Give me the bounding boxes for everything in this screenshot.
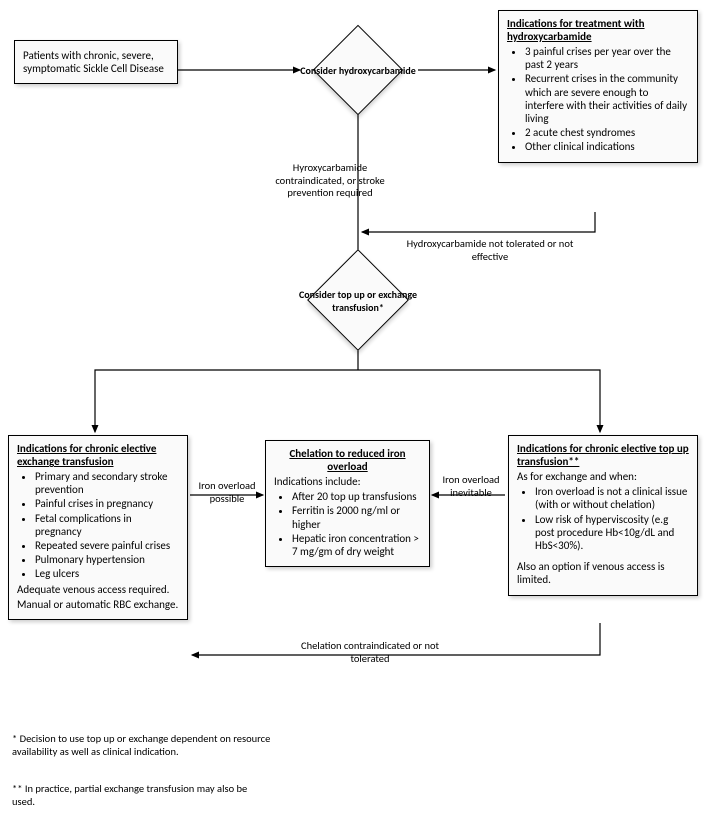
list-item: Hepatic iron concentration > 7 mg/gm of …: [292, 532, 421, 558]
topup-list: Iron overload is not a clinical issue (w…: [517, 485, 689, 552]
footnote-2: ** In practice, partial exchange transfu…: [12, 782, 272, 808]
edge-label-contraind: Hyroxycarbamide contraindicated, or stro…: [260, 162, 400, 200]
node-topup: Indications for chronic elective top up …: [508, 435, 698, 596]
node-indications-hc: Indications for treatment with hydroxyca…: [498, 10, 698, 163]
list-item: Other clinical indications: [525, 140, 689, 153]
list-item: Primary and secondary stroke prevention: [35, 470, 179, 496]
node-start: Patients with chronic, severe, symptomat…: [14, 40, 178, 84]
list-item: Iron overload is not a clinical issue (w…: [535, 485, 689, 511]
exchange-title: Indications for chronic elective exchang…: [17, 442, 179, 468]
list-item: After 20 top up transfusions: [292, 490, 421, 503]
edge-label-not-tol: Hydroxycarbamide not tolerated or not ef…: [400, 238, 580, 263]
list-item: Repeated severe painful crises: [35, 539, 179, 552]
exchange-list: Primary and secondary stroke prevention …: [17, 470, 179, 581]
topup-title: Indications for chronic elective top up …: [517, 442, 689, 468]
list-item: Low risk of hyperviscosity (e.g post pro…: [535, 513, 689, 553]
list-item: Ferritin is 2000 ng/ml or higher: [292, 504, 421, 530]
exchange-foot2: Manual or automatic RBC exchange.: [17, 598, 179, 611]
topup-foot: Also an option if venous access is limit…: [517, 560, 689, 586]
chelation-list: After 20 top up transfusions Ferritin is…: [274, 490, 421, 558]
chelation-title: Chelation to reduced iron overload: [274, 447, 421, 473]
edge-label-chel-contra: Chelation contraindicated or not tolerat…: [300, 640, 440, 665]
indications-hc-title: Indications for treatment with hydroxyca…: [507, 17, 689, 43]
edge-label-iron-inevitable: Iron overload inevitable: [436, 474, 506, 499]
list-item: Painful crises in pregnancy: [35, 497, 179, 510]
list-item: 3 painful crises per year over the past …: [525, 45, 689, 71]
exchange-foot1: Adequate venous access required.: [17, 583, 179, 596]
start-text: Patients with chronic, severe, symptomat…: [23, 49, 169, 75]
list-item: 2 acute chest syndromes: [525, 126, 689, 139]
node-consider-tx-label: Consider top up or exchange transfusion*: [283, 288, 433, 314]
footnote-1: * Decision to use top up or exchange dep…: [12, 732, 272, 758]
list-item: Fetal complications in pregnancy: [35, 512, 179, 538]
node-consider-hc-label: Consider hydroxycarbamide: [288, 64, 428, 77]
chelation-subtitle: Indications include:: [274, 475, 421, 488]
list-item: Pulmonary hypertension: [35, 553, 179, 566]
node-exchange: Indications for chronic elective exchang…: [8, 435, 188, 620]
topup-lead: As for exchange and when:: [517, 470, 689, 483]
list-item: Recurrent crises in the community which …: [525, 72, 689, 125]
node-chelation: Chelation to reduced iron overload Indic…: [265, 440, 430, 567]
list-item: Leg ulcers: [35, 567, 179, 580]
edge-label-iron-possible: Iron overload possible: [192, 480, 262, 505]
indications-hc-list: 3 painful crises per year over the past …: [507, 45, 689, 154]
